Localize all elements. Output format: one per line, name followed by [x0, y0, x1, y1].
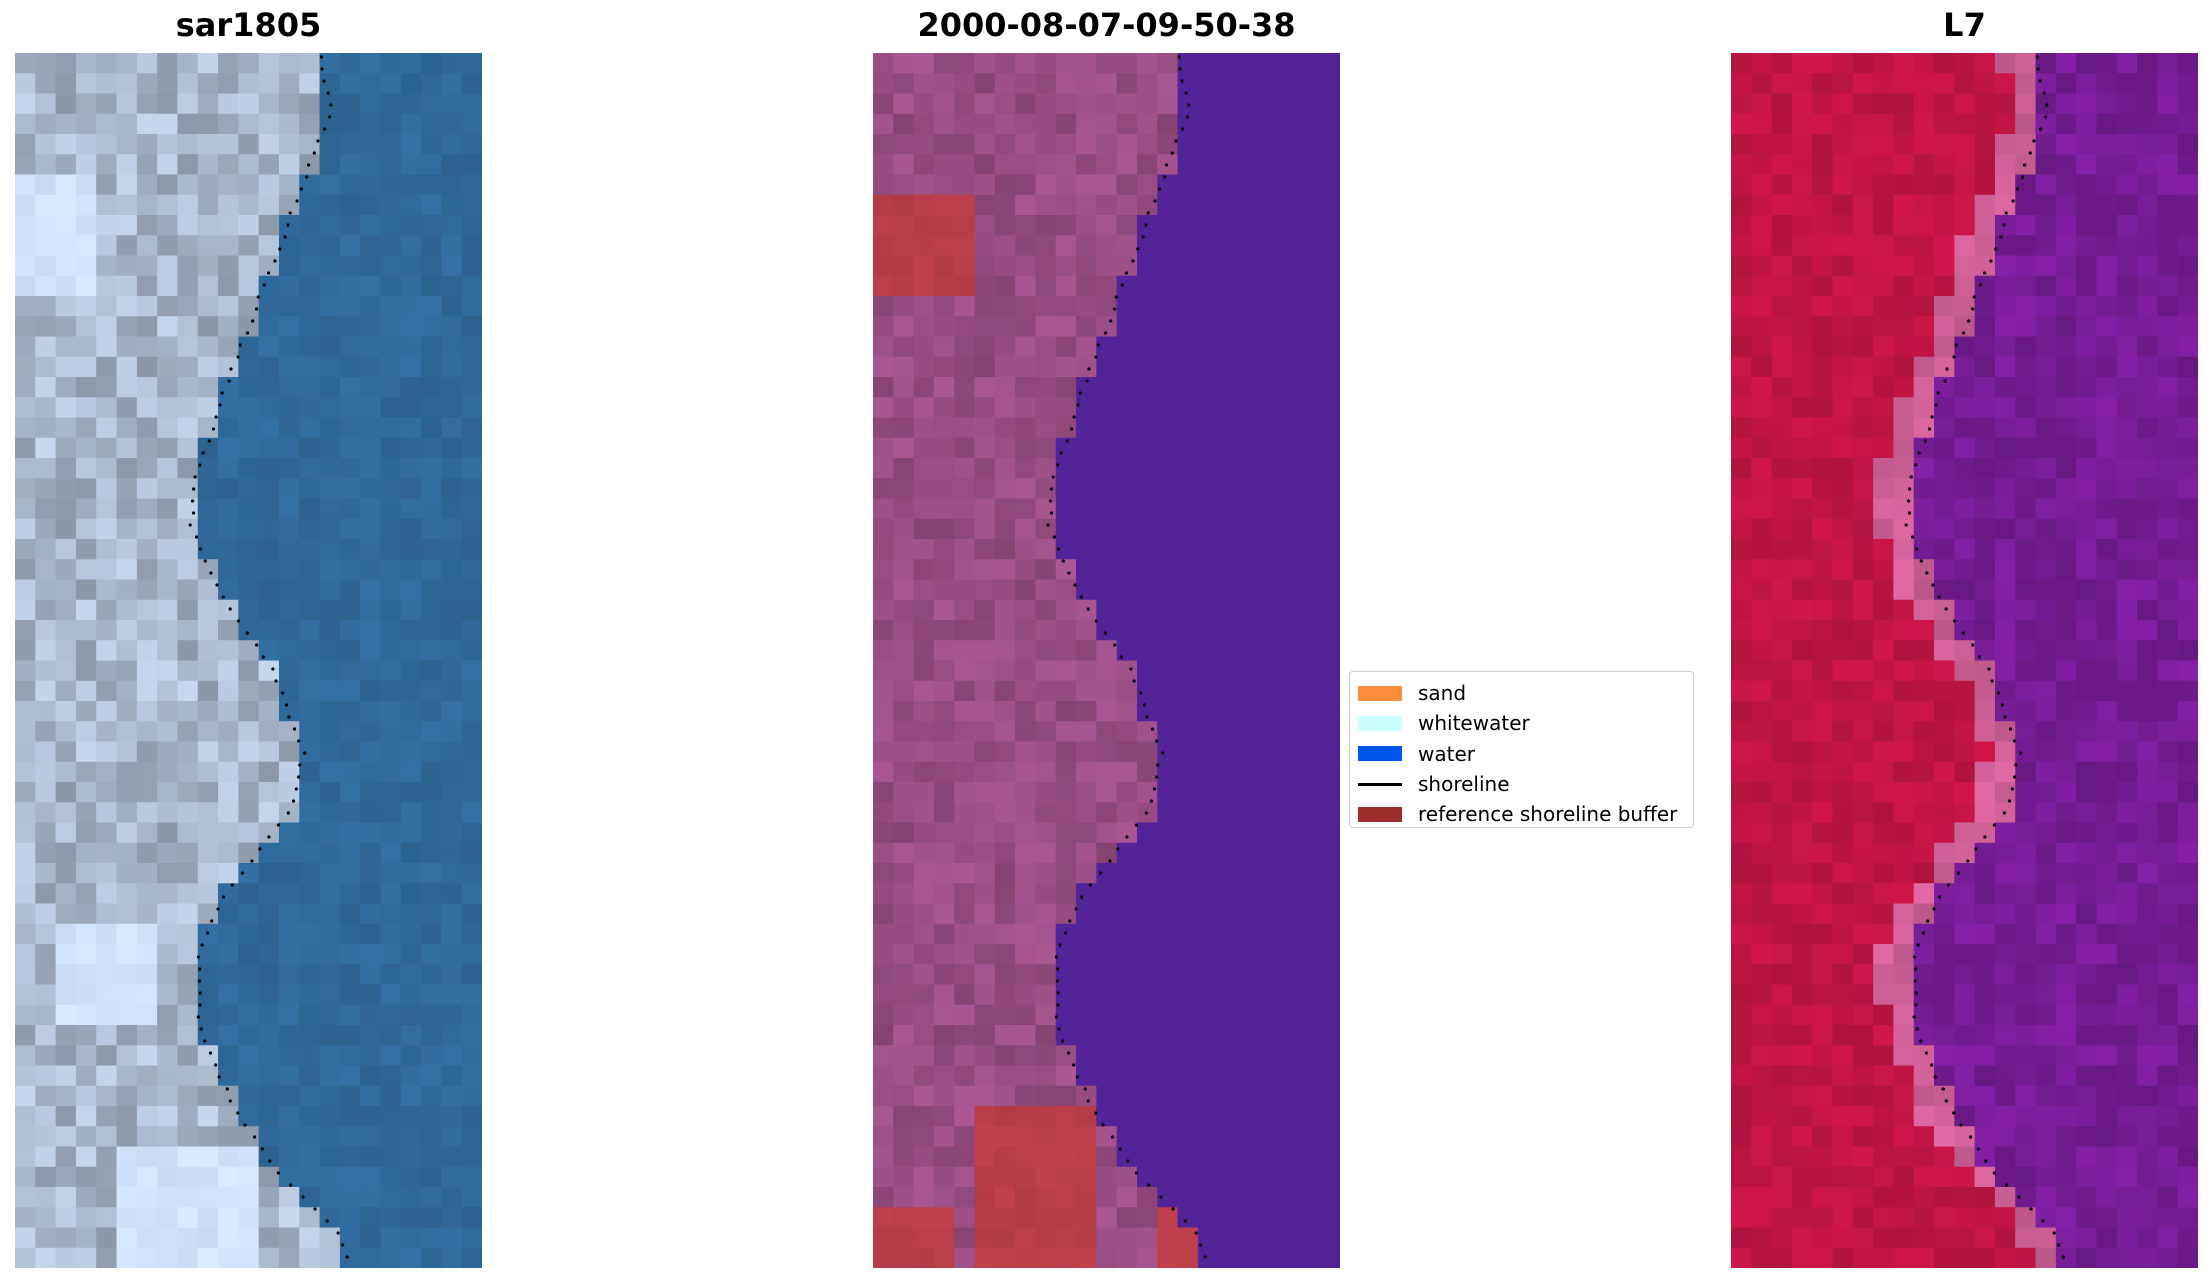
classified-image [873, 53, 1340, 1268]
legend-label-water: water [1418, 741, 1475, 766]
legend-item-water: water [1358, 739, 1685, 769]
classified-image-panel [873, 53, 1340, 1268]
water-swatch [1358, 746, 1402, 762]
index-image [1731, 53, 2198, 1268]
index-image-panel [1731, 53, 2198, 1268]
shoreline-points [1904, 55, 2065, 1259]
legend-item-shoreline: shoreline [1358, 769, 1685, 799]
sand-swatch [1358, 685, 1402, 701]
shoreline-points [1046, 55, 1207, 1259]
shoreline-points [188, 55, 349, 1259]
panel-title-index: L7 [1943, 6, 1986, 44]
legend-item-reference-buffer: reference shoreline buffer [1358, 799, 1685, 829]
reference-buffer-swatch [1358, 806, 1402, 822]
rgb-image-panel [15, 53, 482, 1268]
panel-title-rgb: sar1805 [175, 6, 322, 44]
legend-label-reference-buffer: reference shoreline buffer [1418, 802, 1678, 827]
legend: sand whitewater water shoreline referenc… [1349, 671, 1694, 828]
legend-label-shoreline: shoreline [1418, 772, 1510, 797]
pixel-grid [1731, 53, 2198, 1268]
legend-item-whitewater: whitewater [1358, 708, 1685, 738]
pixel-grid [873, 53, 1340, 1268]
legend-item-sand: sand [1358, 678, 1685, 708]
legend-label-whitewater: whitewater [1418, 711, 1530, 736]
legend-label-sand: sand [1418, 681, 1467, 706]
rgb-image [15, 53, 482, 1268]
panel-title-classified: 2000-08-07-09-50-38 [917, 6, 1296, 44]
shoreline-line-swatch [1358, 782, 1402, 786]
whitewater-swatch [1358, 715, 1402, 731]
pixel-grid [15, 53, 482, 1268]
